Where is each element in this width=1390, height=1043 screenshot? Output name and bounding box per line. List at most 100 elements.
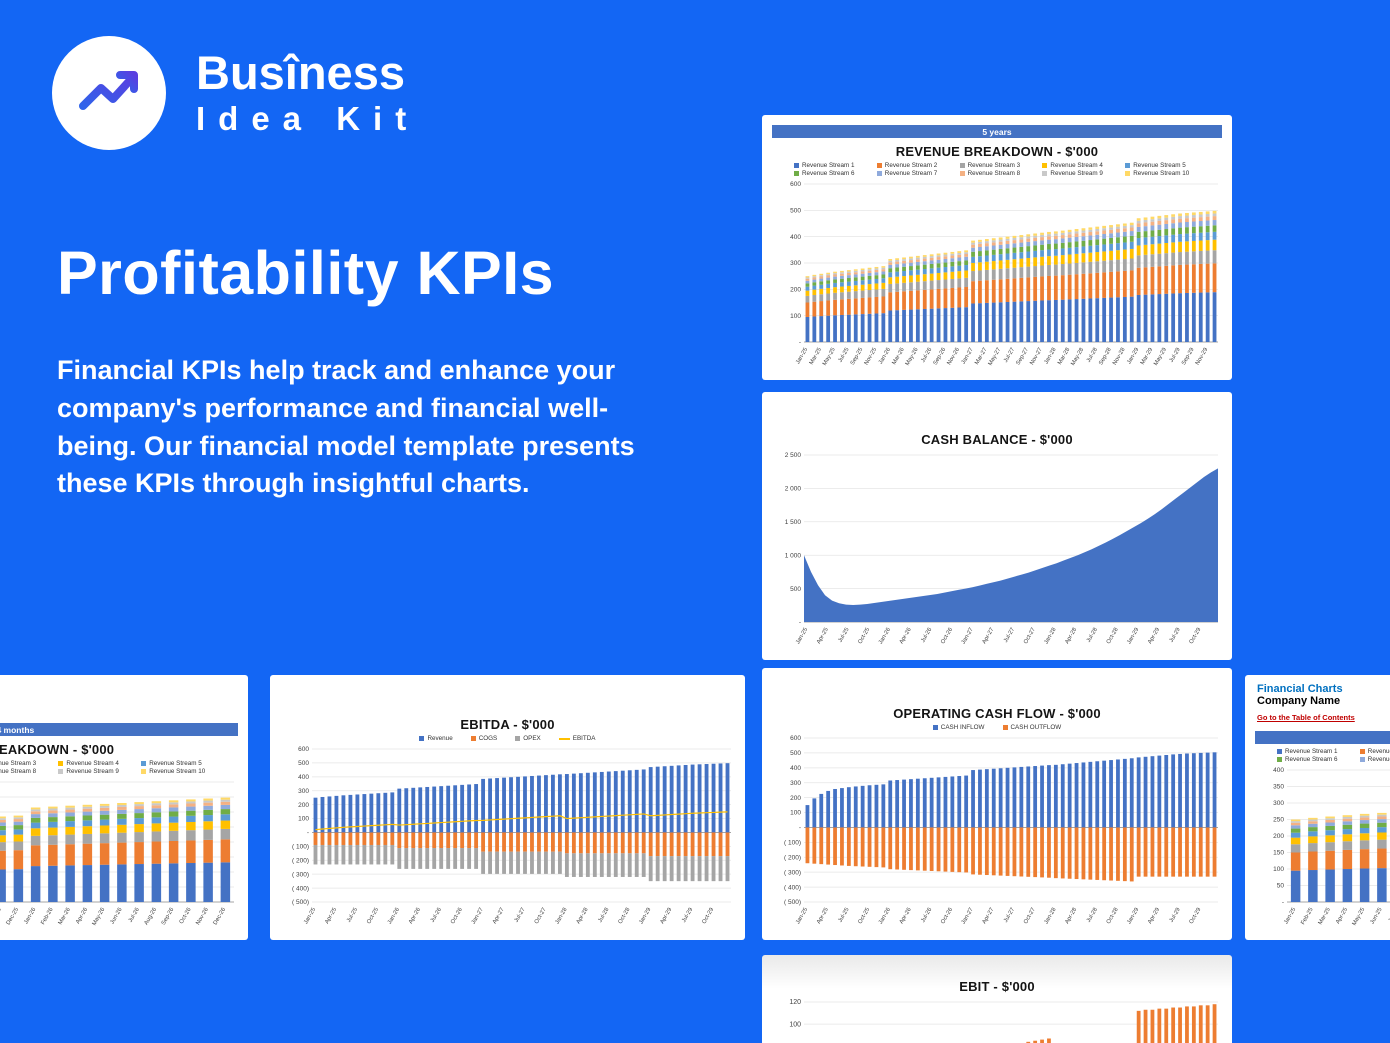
toc-header: Financial Charts Company Name Go to the … xyxy=(1253,683,1390,727)
svg-text:Jan-25: Jan-25 xyxy=(795,347,809,365)
legend-label: Revenue Stream 7 xyxy=(1367,756,1390,763)
svg-text:2 000: 2 000 xyxy=(785,486,802,493)
svg-text:Jul-29: Jul-29 xyxy=(1169,627,1182,644)
legend-label: Revenue xyxy=(427,735,453,742)
legend-label: Revenue Stream 8 xyxy=(0,768,37,775)
legend-label: OPEX xyxy=(523,735,541,742)
revenue-breakdown-24m-canvas: 40035030025020015010050-Jan-25Feb-25Mar-… xyxy=(0,781,234,927)
svg-text:500: 500 xyxy=(790,750,801,757)
legend-marker-icon xyxy=(1002,725,1008,730)
svg-text:Apr-29: Apr-29 xyxy=(659,907,673,925)
svg-text:Apr-29: Apr-29 xyxy=(1147,627,1161,645)
ebitda-canvas: 600 500 400 300 200 100 - ( 100) ( 200) ( 300) ( 4… xyxy=(292,746,731,925)
legend-marker-icon xyxy=(1277,749,1282,754)
panel-ebit: EBIT - $'000 12010080604020-( 20)( 40)Ja… xyxy=(762,955,1232,1043)
svg-text:500: 500 xyxy=(790,208,801,215)
legend-label: Revenue Stream 5 xyxy=(1133,162,1186,169)
legend-item: Revenue Stream 8 xyxy=(0,768,50,775)
svg-text:Sep-26: Sep-26 xyxy=(933,347,948,366)
legend-item: CASH INFLOW xyxy=(932,724,985,731)
svg-text:Sep-26: Sep-26 xyxy=(161,907,176,926)
legend-label: Revenue Stream 10 xyxy=(149,768,206,775)
svg-text:300: 300 xyxy=(1273,800,1284,807)
toc-title: Financial Charts xyxy=(1257,683,1343,695)
operating-cash-flow-chart: 600 500 400 300 200 100 - ( 100) ( 200) ( 300) ( 4… xyxy=(770,733,1224,932)
table-of-contents-link[interactable]: Go to the Table of Contents xyxy=(1257,713,1355,722)
legend-marker-icon xyxy=(876,163,882,168)
svg-text:500: 500 xyxy=(298,760,309,767)
svg-text:Jan-25: Jan-25 xyxy=(795,627,809,645)
svg-text:May-26: May-26 xyxy=(905,347,920,367)
legend-item: Revenue Stream 1 xyxy=(1277,748,1352,755)
svg-text:1 500: 1 500 xyxy=(785,519,802,526)
svg-text:Oct-25: Oct-25 xyxy=(857,907,871,925)
svg-text:Oct-29: Oct-29 xyxy=(1189,627,1203,645)
svg-text:200: 200 xyxy=(790,287,801,294)
svg-text:Jan-28: Jan-28 xyxy=(1044,907,1058,925)
svg-text:Apr-26: Apr-26 xyxy=(75,907,89,925)
legend-label: Revenue Stream 1 xyxy=(1285,748,1338,755)
svg-text:600: 600 xyxy=(790,181,801,188)
chart-title-revenue-breakdown-24m: REVENUE BREAKDOWN - $'000 xyxy=(0,742,115,757)
svg-text:Oct-27: Oct-27 xyxy=(1023,907,1037,925)
legend-label: Revenue Stream 2 xyxy=(884,162,938,169)
svg-text:-: - xyxy=(799,619,801,626)
legend-marker-icon xyxy=(959,163,965,168)
svg-text:Oct-25: Oct-25 xyxy=(857,627,871,645)
svg-text:Jan-29: Jan-29 xyxy=(638,907,652,925)
legend-item: Revenue Stream 9 xyxy=(1042,170,1117,177)
legend-marker-icon xyxy=(876,171,882,176)
legend-marker-icon xyxy=(1277,757,1282,762)
svg-text:Jul-27: Jul-27 xyxy=(1003,347,1016,364)
svg-text:Jan-29: Jan-29 xyxy=(1126,627,1140,645)
legend-label: Revenue Stream 3 xyxy=(0,760,37,767)
legend-marker-icon xyxy=(1042,163,1048,168)
svg-text:Mar-26: Mar-26 xyxy=(57,907,71,926)
legend-label: Revenue Stream 9 xyxy=(1050,170,1103,177)
legend-item: Revenue xyxy=(419,735,453,742)
legend-item: Revenue Stream 4 xyxy=(58,760,133,767)
svg-text:Dec-26: Dec-26 xyxy=(213,907,228,926)
svg-text:Apr-25: Apr-25 xyxy=(816,627,830,645)
legend-label: EBITDA xyxy=(572,735,596,742)
legend-marker-icon xyxy=(1125,171,1131,176)
svg-text:Mar-27: Mar-27 xyxy=(974,347,988,366)
legend-marker-icon xyxy=(141,761,147,766)
svg-text:Jan-29: Jan-29 xyxy=(1126,907,1140,925)
svg-text:May-27: May-27 xyxy=(988,347,1003,367)
legend-item: Revenue Stream 5 xyxy=(1125,162,1200,169)
svg-text:600: 600 xyxy=(298,746,309,753)
svg-text:Jun-25: Jun-25 xyxy=(1370,907,1384,925)
operating-cash-flow-canvas: 600 500 400 300 200 100 - ( 100) ( 200) ( 300) ( 4… xyxy=(784,735,1218,925)
svg-text:Oct-26: Oct-26 xyxy=(179,907,193,925)
revenue-breakdown-24m-toc-canvas: 400 350 300 250 200 150 100 50 -Jan-25 Feb-25 Mar-… xyxy=(1273,767,1390,927)
svg-text:Jul-25: Jul-25 xyxy=(837,907,850,924)
svg-text:Dec-25: Dec-25 xyxy=(6,907,21,926)
svg-text:May-29: May-29 xyxy=(1153,347,1168,367)
svg-text:Apr-25: Apr-25 xyxy=(324,907,338,925)
svg-text:50: 50 xyxy=(1277,883,1285,890)
svg-text:Mar-29: Mar-29 xyxy=(1140,347,1154,366)
svg-text:Oct-29: Oct-29 xyxy=(1189,907,1203,925)
svg-text:Jan-25: Jan-25 xyxy=(1283,907,1297,925)
svg-text:May-25: May-25 xyxy=(1351,907,1366,927)
svg-text:Jan-26: Jan-26 xyxy=(878,907,892,925)
ebitda-chart: 600 500 400 300 200 100 - ( 100) ( 200) ( 300) ( 4… xyxy=(278,744,737,932)
panel-financial-charts-toc: Financial Charts Company Name Go to the … xyxy=(1245,675,1390,940)
legend-item: Revenue Stream 9 xyxy=(58,768,133,775)
svg-text:( 100): ( 100) xyxy=(292,844,309,851)
svg-text:Jan-27: Jan-27 xyxy=(961,347,975,365)
svg-text:Nov-26: Nov-26 xyxy=(195,907,210,926)
legend-revenue-streams: Revenue Stream 1 Revenue Stream 2 Revenue … xyxy=(770,162,1224,177)
svg-text:150: 150 xyxy=(1273,850,1284,857)
legend-label: Revenue Stream 3 xyxy=(967,162,1021,169)
panel-cash-balance: CASH BALANCE - $'000 2 500 2 000 1 500 1 00… xyxy=(762,392,1232,660)
svg-text:250: 250 xyxy=(1273,817,1284,824)
svg-text:200: 200 xyxy=(298,802,309,809)
svg-text:Jul-25: Jul-25 xyxy=(837,347,850,364)
svg-text:Jan-26: Jan-26 xyxy=(878,627,892,645)
svg-text:Sep-25: Sep-25 xyxy=(850,347,865,366)
ebit-canvas: 12010080604020-( 20)( 40)Jan-25Apr-25Jul… xyxy=(789,999,1218,1043)
svg-text:Jul-26: Jul-26 xyxy=(920,347,933,364)
